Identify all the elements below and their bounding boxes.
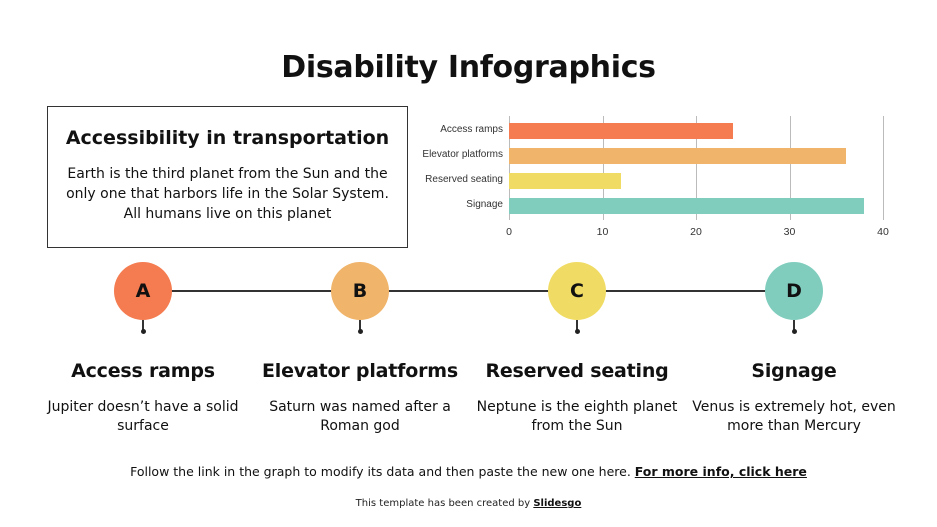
info-box: Accessibility in transportation Earth is… (47, 106, 408, 248)
x-tick-label: 40 (877, 226, 889, 238)
more-info-link[interactable]: For more info, click here (634, 464, 807, 479)
slidesgo-link[interactable]: Slidesgo (533, 498, 582, 509)
gridline (789, 116, 791, 220)
step-a-stem (142, 320, 144, 330)
info-box-title: Accessibility in transportation (65, 127, 390, 149)
category-label: Access ramps (440, 124, 503, 135)
category-label: Signage (466, 199, 503, 210)
credit-text: This template has been created by (355, 498, 534, 509)
step-b-text: Saturn was named after a Roman god (269, 399, 451, 434)
step-a-circle: A (114, 262, 172, 320)
step-d-dot (791, 329, 797, 334)
credit: This template has been created by Slides… (0, 498, 937, 509)
category-label: Reserved seating (425, 174, 503, 185)
step-b: B Elevator platforms Saturn was named af… (255, 262, 465, 436)
step-b-circle: B (331, 262, 389, 320)
category-label: Elevator platforms (422, 149, 503, 160)
step-d-title: Signage (751, 360, 837, 382)
step-c-stem (576, 320, 578, 330)
bar-access-ramps[interactable] (509, 123, 734, 139)
bar-elevator-platforms[interactable] (509, 148, 846, 164)
chart-plot-area (509, 116, 884, 220)
x-tick-label: 20 (690, 226, 702, 238)
step-d-stem (793, 320, 795, 330)
step-c-dot (574, 329, 580, 334)
step-a: A Access ramps Jupiter doesn’t have a so… (38, 262, 248, 436)
gridline (509, 116, 510, 220)
gridline (883, 116, 884, 220)
x-tick-label: 10 (596, 226, 609, 238)
step-a-text: Jupiter doesn’t have a solid surface (47, 399, 239, 434)
step-b-stem (359, 320, 361, 330)
bar-chart[interactable]: 0 10 20 30 40 Access ramps Elevator platforms R… (405, 112, 900, 242)
footer-note: Follow the link in the graph to modify i… (0, 464, 937, 479)
x-tick-label: 0 (506, 226, 512, 238)
info-box-text: Earth is the third planet from the Sun a… (66, 166, 389, 222)
gridline (602, 116, 604, 220)
step-c-title: Reserved seating (485, 360, 669, 382)
bar-signage[interactable] (509, 198, 865, 214)
step-a-title: Access ramps (71, 360, 215, 382)
step-b-title: Elevator platforms (262, 360, 458, 382)
gridline (696, 116, 697, 220)
x-tick-label: 30 (783, 226, 796, 238)
step-a-dot (140, 329, 146, 334)
bar-reserved-seating[interactable] (509, 173, 622, 189)
step-c-text: Neptune is the eighth planet from the Su… (476, 399, 678, 434)
step-b-dot (357, 329, 363, 334)
step-c-circle: C (548, 262, 606, 320)
step-d-text: Venus is extremely hot, even more than M… (692, 399, 896, 434)
step-c: C Reserved seating Neptune is the eighth… (472, 262, 682, 436)
page-title: Disability Infographics (281, 50, 656, 85)
timeline-line (143, 290, 795, 292)
step-d-circle: D (765, 262, 823, 320)
footer-note-text: Follow the link in the graph to modify i… (130, 464, 635, 479)
step-d: D Signage Venus is extremely hot, even m… (689, 262, 899, 436)
